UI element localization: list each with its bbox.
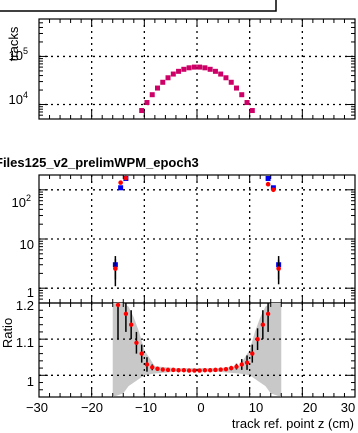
ratio-data-point [234,364,239,369]
top-data-point [170,71,176,77]
ratio-data-point [265,311,271,317]
top-data-point [186,65,192,71]
top-data-point [207,66,213,72]
ratio-ytick-1.2: 1.2 [16,298,34,313]
bottom-ytick-10: 10 [20,237,34,252]
top-data-point [165,75,171,81]
ratio-data-point [186,368,192,373]
ratio-data-point [171,367,176,373]
top-data-point [176,68,182,74]
top-data-point [160,79,166,85]
red-data-point [271,187,276,193]
ratio-data-point [139,351,144,356]
top-data-point [191,64,197,70]
ratio-data-point [239,362,244,367]
red-data-point [118,180,123,185]
ratio-data-point [202,368,208,373]
top-data-point [244,100,250,106]
x-tick-label-neg30: −30 [26,400,48,415]
top-data-point [234,85,239,91]
blue-data-point [118,185,124,191]
top-data-point [202,65,208,71]
ratio-data-point [229,365,234,371]
ratio-data-point [176,368,181,373]
x-tick-label-neg10: −10 [135,400,157,415]
bottom-title: Files125_v2_prelimWPM_epoch3 [0,155,199,170]
top-data-point [249,108,255,114]
x-axis-label: track ref. point z (cm) [232,416,354,431]
ratio-data-point [197,368,202,373]
top-data-point [197,64,203,70]
top-data-point [212,68,218,74]
ratio-data-point [155,366,160,371]
red-data-point [276,266,281,271]
top-data-point [239,92,245,98]
x-tick-label-0: 0 [197,400,204,415]
top-ytick-10e5: 105 [9,46,28,63]
top-ytick-10e4: 104 [9,90,28,107]
x-tick-label-20: 20 [303,400,317,415]
red-data-point [265,181,271,187]
x-tick-label-10: 10 [249,400,263,415]
ratio-ytick-1: 1 [27,374,34,389]
bottom-ytick-1: 1 [27,285,34,300]
top-data-point [144,100,150,106]
top-data-point [181,66,187,72]
ratio-data-point [150,365,155,370]
top-data-point [228,79,234,85]
ratio-data-point [181,368,187,373]
ratio-data-point [213,367,218,373]
top-data-point [223,75,229,81]
top-legend-box-edge [0,0,277,12]
x-tick-label-neg20: −20 [81,400,103,415]
top-data-point [139,108,145,114]
ratio-data-point [128,322,134,327]
ratio-data-point [165,367,171,373]
ratio-data-point [244,360,250,365]
ratio-uncertainty-band [112,303,282,397]
blue-data-point [265,175,271,181]
ratio-data-point [207,368,213,373]
ratio-ytick-1.1: 1.1 [16,335,34,350]
red-data-point [113,266,118,271]
ratio-data-point [160,367,165,372]
ratio-data-point [260,322,266,327]
top-data-point [218,71,224,77]
top-data-point [155,85,160,91]
ratio-data-point [218,367,223,372]
ratio-data-point [223,366,229,372]
top-ylabel: tracks [6,26,21,61]
x-tick-label-30: 30 [341,400,355,415]
ratio-data-point [115,302,121,308]
ratio-data-point [255,336,260,342]
bottom-ytick-10e2: 102 [12,193,31,210]
ratio-data-point [144,362,150,367]
ratio-data-point [250,351,255,356]
ratio-data-point [192,368,197,373]
ratio-data-point [134,340,139,345]
ratio-data-point [123,311,129,317]
red-data-point [123,175,129,181]
ratio-ylabel: Ratio [0,318,15,348]
top-data-point [149,92,155,98]
